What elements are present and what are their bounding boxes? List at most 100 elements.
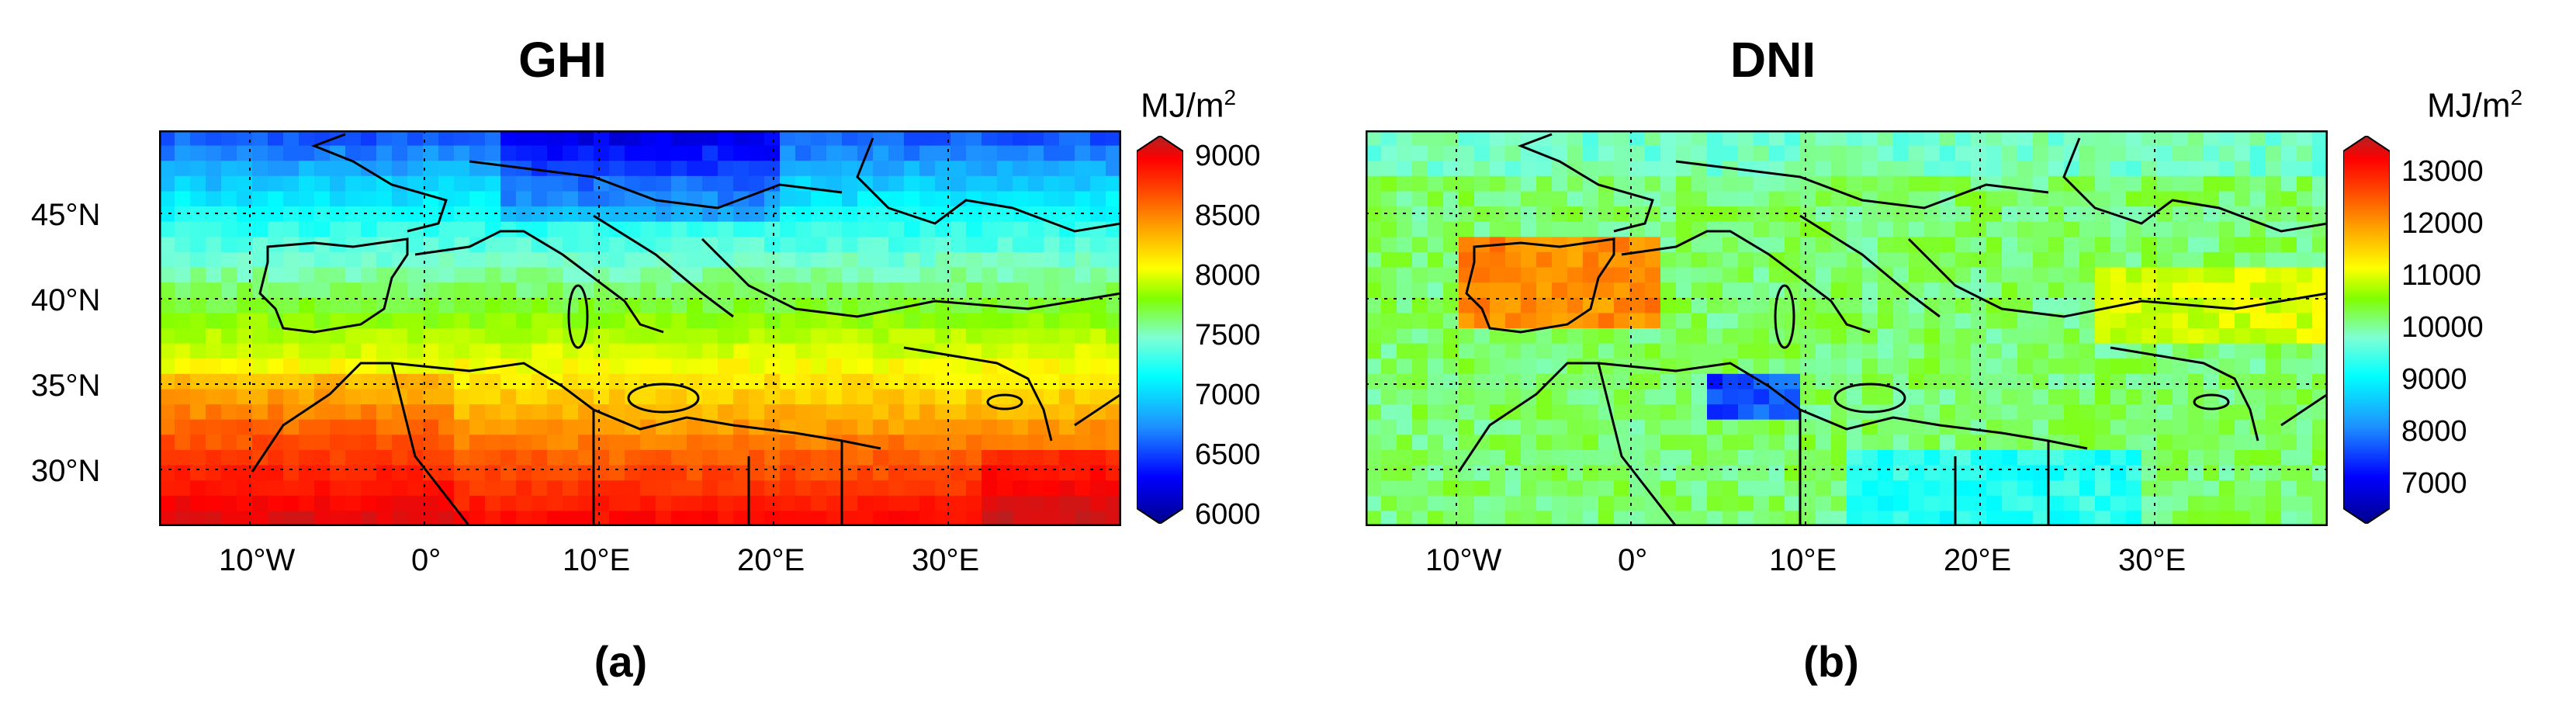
heatmap-cell — [1909, 191, 1925, 207]
heatmap-cell — [718, 435, 734, 451]
heatmap-cell — [2110, 465, 2127, 481]
heatmap-cell — [283, 313, 299, 329]
heatmap-cell — [609, 435, 625, 451]
heatmap-cell — [733, 175, 750, 192]
heatmap-cell — [407, 343, 424, 359]
heatmap-cell — [982, 313, 998, 329]
heatmap-cell — [2017, 282, 2034, 299]
heatmap-cell — [1521, 161, 1537, 177]
heatmap-cell — [1676, 328, 1692, 345]
heatmap-cell — [1862, 449, 1878, 466]
heatmap-cell — [1955, 175, 1972, 192]
heatmap-cell — [500, 237, 517, 253]
heatmap-cell — [1754, 251, 1770, 268]
heatmap-cell — [2002, 343, 2018, 359]
heatmap-cell — [1723, 373, 1739, 390]
heatmap-cell — [982, 145, 998, 161]
heatmap-cell — [1567, 267, 1584, 283]
heatmap-cell — [1924, 435, 1941, 451]
heatmap-cell — [1800, 495, 1816, 512]
heatmap-cell — [500, 511, 517, 526]
heatmap-cell — [578, 175, 594, 192]
heatmap-cell — [904, 145, 920, 161]
heatmap-cell — [2312, 328, 2328, 345]
heatmap-cell — [2297, 358, 2313, 375]
heatmap-cell — [826, 175, 843, 192]
heatmap-cell — [454, 206, 470, 223]
heatmap-cell — [609, 145, 625, 161]
heatmap-cell — [2110, 282, 2127, 299]
heatmap-cell — [2204, 221, 2220, 238]
heatmap-cell — [1707, 267, 1723, 283]
heatmap-cell — [1381, 328, 1397, 345]
heatmap-cell — [159, 465, 175, 481]
heatmap-cell — [919, 358, 936, 375]
heatmap-cell — [1909, 343, 1925, 359]
heatmap-cell — [531, 282, 548, 299]
heatmap-cell — [733, 495, 750, 512]
heatmap-cell — [1986, 343, 2003, 359]
heatmap-cell — [330, 465, 346, 481]
heatmap-cell — [1583, 495, 1599, 512]
heatmap-cell — [1800, 465, 1816, 481]
heatmap-cell — [1381, 161, 1397, 177]
heatmap-cell — [1878, 480, 1894, 497]
heatmap-cell — [2173, 465, 2189, 481]
heatmap-cell — [919, 480, 936, 497]
heatmap-cell — [1707, 435, 1723, 451]
heatmap-cell — [1521, 495, 1537, 512]
heatmap-cell — [516, 404, 532, 421]
heatmap-cell — [345, 373, 362, 390]
heatmap-cell — [780, 313, 796, 329]
heatmap-cell — [1629, 282, 1646, 299]
heatmap-cell — [361, 511, 377, 526]
heatmap-cell — [1381, 221, 1397, 238]
heatmap-cell — [733, 161, 750, 177]
lat-tick: 30°N — [31, 454, 101, 488]
heatmap-cell — [500, 328, 517, 345]
heatmap-cell — [1474, 465, 1491, 481]
heatmap-cell — [997, 343, 1013, 359]
heatmap-cell — [345, 511, 362, 526]
heatmap-cell — [500, 145, 517, 161]
heatmap-cell — [1955, 343, 1972, 359]
heatmap-cell — [1754, 282, 1770, 299]
heatmap-cell — [485, 495, 501, 512]
heatmap-cell — [2173, 251, 2189, 268]
heatmap-cell — [190, 145, 206, 161]
heatmap-cell — [1971, 449, 1987, 466]
heatmap-cell — [1986, 389, 2003, 405]
heatmap-cell — [857, 511, 874, 526]
heatmap-cell — [1013, 161, 1029, 177]
heatmap-cell — [1412, 206, 1428, 223]
heatmap-cell — [1598, 419, 1615, 436]
heatmap-cell — [2079, 251, 2096, 268]
heatmap-cell — [1738, 221, 1754, 238]
heatmap-cell — [764, 251, 781, 268]
heatmap-cell — [345, 435, 362, 451]
heatmap-cell — [500, 373, 517, 390]
heatmap-cell — [175, 465, 191, 481]
heatmap-cell — [1800, 175, 1816, 192]
heatmap-cell — [547, 495, 563, 512]
heatmap-cell — [516, 343, 532, 359]
heatmap-cell — [2002, 130, 2018, 147]
heatmap-cell — [919, 449, 936, 466]
heatmap-cell — [1028, 161, 1044, 177]
heatmap-cell — [687, 161, 703, 177]
heatmap-cell — [1707, 161, 1723, 177]
heatmap-cell — [1443, 145, 1459, 161]
heatmap-cell — [1723, 297, 1739, 314]
heatmap-cell — [1567, 206, 1584, 223]
heatmap-cell — [1381, 419, 1397, 436]
colorbar-ramp — [2343, 136, 2390, 524]
heatmap-cell — [625, 465, 641, 481]
heatmap-cell — [2297, 328, 2313, 345]
heatmap-cell — [454, 221, 470, 238]
heatmap-cell — [1629, 389, 1646, 405]
heatmap-cell — [547, 282, 563, 299]
heatmap-cell — [2219, 282, 2235, 299]
heatmap-cell — [749, 130, 765, 147]
heatmap-cell — [749, 373, 765, 390]
heatmap-cell — [2110, 328, 2127, 345]
